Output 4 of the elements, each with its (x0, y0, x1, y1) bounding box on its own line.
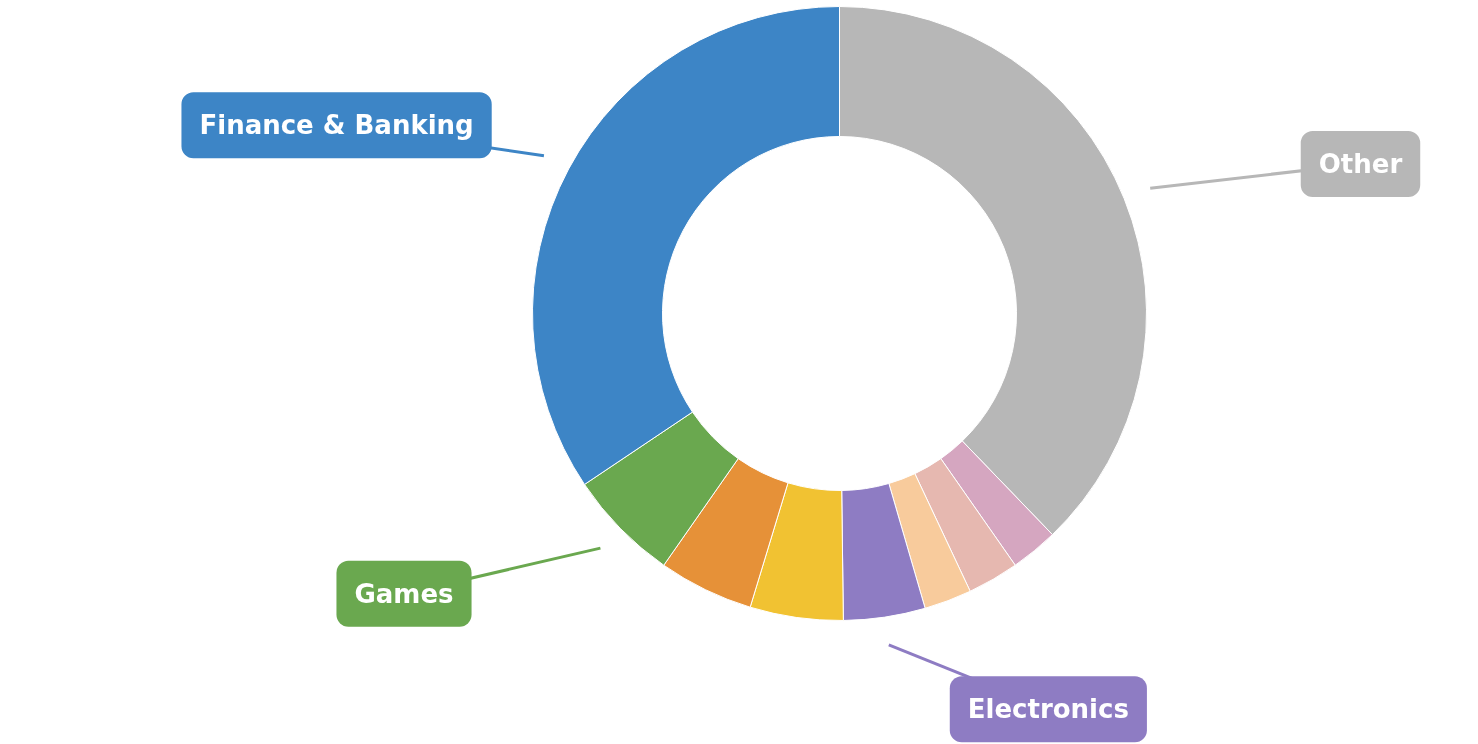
slice-label: Finance & Banking (199, 110, 474, 141)
slice-label: Electronics (967, 694, 1129, 725)
slice-label: Games (354, 578, 454, 609)
slice-label: Other (1318, 148, 1403, 179)
